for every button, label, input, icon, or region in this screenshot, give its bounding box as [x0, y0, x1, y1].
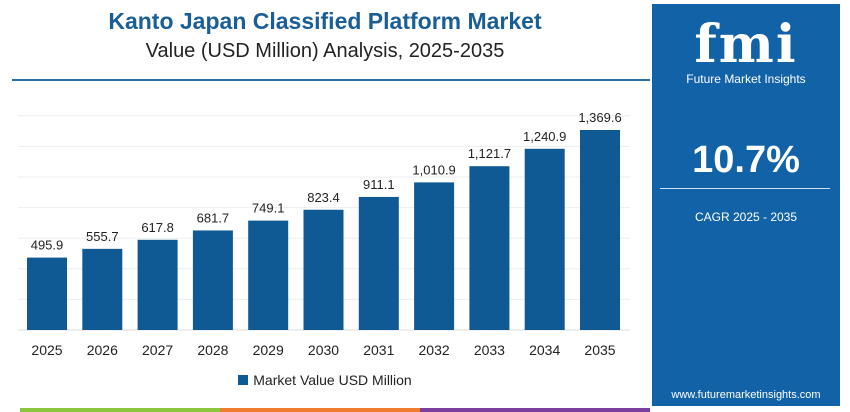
data-label: 617.8	[141, 220, 174, 235]
data-label: 1,121.7	[468, 146, 511, 161]
legend: Market Value USD Million	[0, 372, 650, 388]
data-label: 911.1	[363, 177, 395, 192]
website-link[interactable]: www.futuremarketinsights.com	[671, 389, 821, 401]
x-tick-label: 2027	[142, 342, 173, 358]
x-tick-label: 2034	[529, 342, 560, 358]
bar	[580, 130, 620, 330]
data-label: 1,010.9	[412, 162, 455, 177]
title-divider	[12, 79, 650, 81]
cagr-value: 10.7%	[692, 139, 800, 181]
bar	[248, 220, 289, 330]
data-label: 1,240.9	[523, 129, 566, 144]
bar	[358, 196, 399, 330]
data-label: 681.7	[197, 210, 230, 225]
bar	[469, 166, 510, 330]
footer-strip-orange	[220, 408, 420, 412]
x-tick-label: 2026	[87, 342, 118, 358]
cagr-panel: fmi Future Market Insights 10.7% CAGR 20…	[652, 4, 840, 406]
bar	[524, 148, 565, 330]
footer-strip-green	[20, 408, 220, 412]
chart-title: Kanto Japan Classified Platform Market	[108, 8, 542, 34]
fmi-logo: fmi	[694, 14, 798, 75]
bar	[192, 230, 233, 330]
x-tick-label: 2032	[419, 342, 450, 358]
data-label: 1,369.6	[578, 110, 621, 125]
cagr-label: CAGR 2025 - 2035	[694, 210, 798, 224]
x-tick-label: 2030	[308, 342, 339, 358]
bar	[414, 182, 455, 330]
bar-chart: 495.9 2025 555.7 2026 617.8 2027 681.7 2028 749.…	[18, 110, 630, 358]
bar	[303, 209, 344, 330]
cagr-divider	[660, 188, 830, 189]
footer-strip-purple	[420, 408, 650, 412]
data-label: 749.1	[252, 201, 285, 216]
data-label: 555.7	[86, 229, 119, 244]
x-tick-label: 2025	[31, 342, 62, 358]
legend-label: Market Value USD Million	[253, 372, 412, 388]
x-tick-label: 2029	[253, 342, 284, 358]
bar	[137, 239, 178, 330]
data-label: 823.4	[307, 190, 340, 205]
x-tick-label: 2033	[474, 342, 505, 358]
legend-swatch	[238, 375, 249, 385]
bar	[82, 248, 123, 330]
brand-name: Future Market Insights	[686, 72, 806, 86]
bar	[27, 257, 67, 330]
chart-subtitle: Value (USD Million) Analysis, 2025-2035	[145, 40, 505, 62]
x-tick-label: 2035	[584, 342, 615, 358]
x-tick-label: 2028	[197, 342, 228, 358]
x-tick-label: 2031	[363, 342, 394, 358]
data-label: 495.9	[31, 238, 64, 253]
